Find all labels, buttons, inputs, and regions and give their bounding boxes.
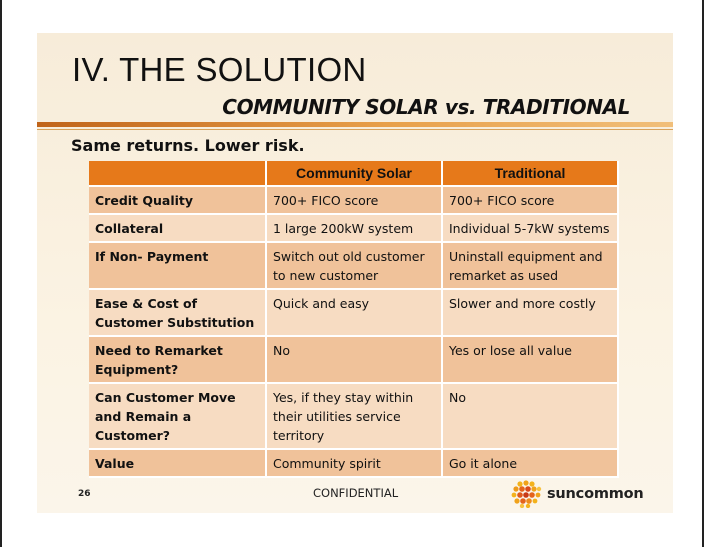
tagline: Same returns. Lower risk.: [71, 136, 305, 155]
row-label: If Non- Payment: [89, 242, 267, 290]
slide-subtitle: COMMUNITY SOLAR vs. TRADITIONAL: [222, 95, 630, 119]
community-cell: Switch out old customer to new customer: [266, 242, 443, 290]
traditional-cell: Go it alone: [442, 449, 619, 478]
table-row: Need to Remarket Equipment? No Yes or lo…: [89, 336, 619, 384]
window-border-left: [0, 0, 2, 547]
row-label: Need to Remarket Equipment?: [89, 336, 267, 384]
table-row: Value Community spirit Go it alone: [89, 449, 619, 478]
community-cell: Community spirit: [266, 449, 443, 478]
suncommon-logo: suncommon: [511, 480, 644, 508]
header-cell-empty: [89, 161, 267, 187]
traditional-cell: No: [442, 383, 619, 450]
traditional-cell: Uninstall equipment and remarket as used: [442, 242, 619, 290]
traditional-cell: 700+ FICO score: [442, 186, 619, 215]
table-row: Collateral 1 large 200kW system Individu…: [89, 214, 619, 243]
comparison-table: Community Solar Traditional Credit Quali…: [89, 161, 619, 478]
table-row: If Non- Payment Switch out old customer …: [89, 242, 619, 290]
header-cell-community-solar: Community Solar: [266, 161, 443, 187]
row-label: Collateral: [89, 214, 267, 243]
community-cell: Yes, if they stay within their utilities…: [266, 383, 443, 450]
logo-text: suncommon: [547, 486, 644, 502]
table-header-row: Community Solar Traditional: [89, 161, 619, 187]
confidential-label: CONFIDENTIAL: [313, 486, 399, 500]
community-cell: 700+ FICO score: [266, 186, 443, 215]
page-number: 26: [78, 489, 91, 499]
table-row: Ease & Cost of Customer Substitution Qui…: [89, 289, 619, 337]
traditional-cell: Yes or lose all value: [442, 336, 619, 384]
traditional-cell: Slower and more costly: [442, 289, 619, 337]
traditional-cell: Individual 5-7kW systems: [442, 214, 619, 243]
table-row: Can Customer Move and Remain a Customer?…: [89, 383, 619, 450]
community-cell: No: [266, 336, 443, 384]
window-border-right: [702, 0, 704, 547]
header-cell-traditional: Traditional: [442, 161, 619, 187]
title-divider-thin: [37, 129, 673, 130]
community-cell: 1 large 200kW system: [266, 214, 443, 243]
row-label: Value: [89, 449, 267, 478]
sun-dots-icon: [511, 480, 542, 508]
slide-title: IV. THE SOLUTION: [72, 51, 367, 88]
row-label: Can Customer Move and Remain a Customer?: [89, 383, 267, 450]
row-label: Ease & Cost of Customer Substitution: [89, 289, 267, 337]
title-divider: [37, 122, 673, 127]
slide: IV. THE SOLUTION COMMUNITY SOLAR vs. TRA…: [37, 33, 673, 513]
row-label: Credit Quality: [89, 186, 267, 215]
community-cell: Quick and easy: [266, 289, 443, 337]
table-row: Credit Quality 700+ FICO score 700+ FICO…: [89, 186, 619, 215]
